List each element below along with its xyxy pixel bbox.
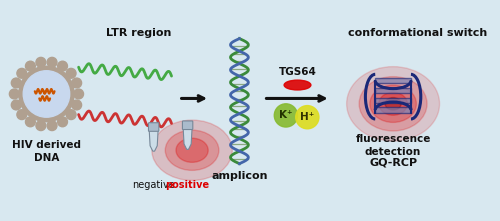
Text: fluorescence
detection: fluorescence detection (356, 134, 431, 156)
Circle shape (17, 68, 26, 78)
Text: negative: negative (132, 181, 175, 191)
Circle shape (47, 121, 57, 131)
Text: K⁺: K⁺ (279, 110, 292, 120)
Circle shape (10, 89, 19, 99)
Circle shape (12, 100, 21, 110)
Circle shape (47, 57, 57, 67)
Ellipse shape (385, 97, 401, 110)
Circle shape (26, 61, 36, 71)
Circle shape (274, 104, 297, 127)
Text: positive: positive (166, 181, 210, 191)
Ellipse shape (176, 138, 208, 162)
Circle shape (72, 78, 82, 88)
FancyBboxPatch shape (148, 123, 159, 131)
Circle shape (72, 100, 82, 110)
Circle shape (66, 110, 76, 120)
Ellipse shape (152, 120, 232, 180)
Text: conformational switch: conformational switch (348, 28, 488, 38)
Circle shape (36, 57, 46, 67)
Text: TGS64: TGS64 (278, 67, 316, 77)
Circle shape (296, 106, 319, 129)
Circle shape (58, 117, 68, 127)
Ellipse shape (370, 85, 416, 122)
Ellipse shape (346, 67, 440, 141)
FancyBboxPatch shape (182, 121, 193, 130)
Text: LTR region: LTR region (106, 28, 171, 38)
Circle shape (17, 110, 26, 120)
Ellipse shape (166, 130, 219, 170)
Text: GQ-RCP: GQ-RCP (369, 157, 417, 167)
FancyBboxPatch shape (375, 97, 411, 103)
Ellipse shape (379, 92, 408, 115)
Polygon shape (149, 130, 158, 151)
Circle shape (23, 71, 70, 117)
Text: HIV derived
DNA: HIV derived DNA (12, 140, 81, 163)
FancyBboxPatch shape (375, 107, 411, 113)
Ellipse shape (284, 80, 311, 90)
Circle shape (58, 61, 68, 71)
Polygon shape (183, 128, 192, 149)
Text: amplicon: amplicon (211, 171, 268, 181)
FancyBboxPatch shape (375, 78, 411, 83)
Circle shape (19, 66, 74, 122)
FancyBboxPatch shape (375, 88, 411, 93)
Circle shape (74, 89, 84, 99)
Circle shape (66, 68, 76, 78)
Circle shape (26, 117, 36, 127)
Text: H⁺: H⁺ (300, 112, 314, 122)
Ellipse shape (359, 77, 427, 131)
Circle shape (36, 121, 46, 131)
Circle shape (12, 78, 21, 88)
